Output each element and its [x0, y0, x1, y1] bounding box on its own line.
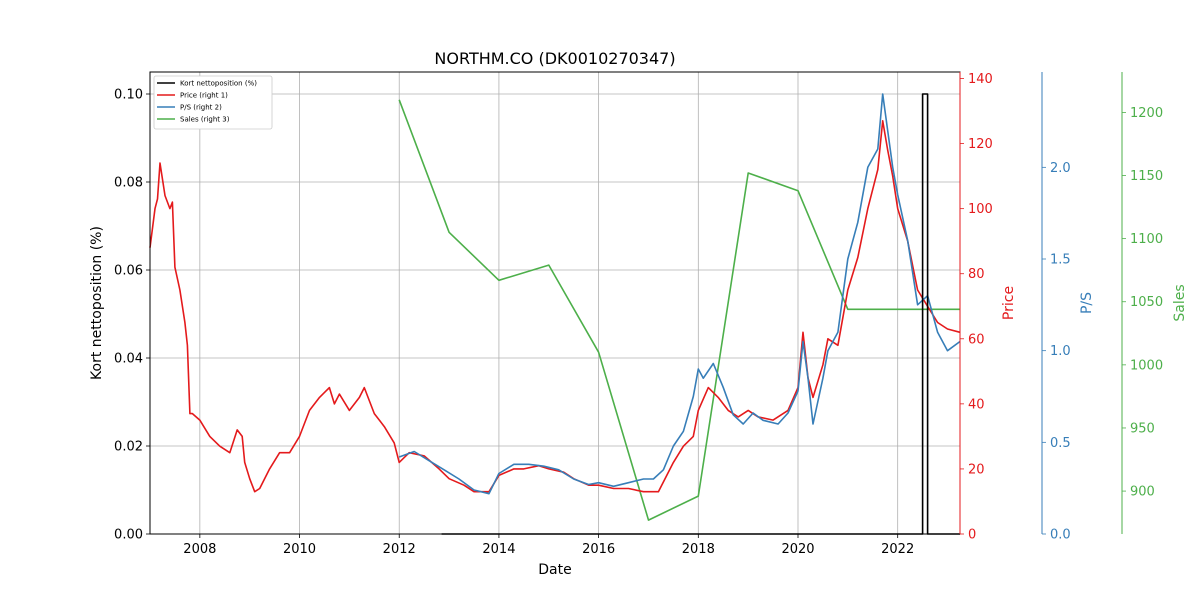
chart-title: NORTHM.CO (DK0010270347) [434, 49, 675, 68]
y-tick-label-right2: 0.5 [1050, 436, 1071, 451]
y-tick-label-right1: 40 [968, 397, 985, 412]
y-tick-label-left: 0.10 [114, 88, 143, 103]
y-tick-label-left: 0.02 [114, 440, 143, 455]
legend-label: P/S (right 2) [180, 104, 222, 112]
legend-box [153, 75, 273, 130]
y-axis-ps: 0.0 0.5 1.0 1.5 2.0 [1041, 72, 1071, 543]
y-axis-price: 0 20 40 60 80 100 120 140 [959, 72, 993, 543]
y-tick-label-right1: 120 [968, 137, 993, 152]
series-line-0 [441, 93, 960, 535]
y-axis-ps-label: P/S [1079, 292, 1095, 314]
y-axis-sales-label: Sales [1172, 284, 1188, 321]
y-tick-label-left: 0.00 [114, 528, 143, 543]
x-tick-label: 2022 [881, 542, 914, 557]
x-tick-label: 2008 [183, 542, 216, 557]
series-line-1 [149, 120, 961, 493]
y-tick-label-right3: 1150 [1130, 169, 1163, 184]
x-tick-label: 2014 [482, 542, 515, 557]
series-line-3 [398, 99, 960, 521]
y-tick-label-right3: 950 [1130, 421, 1155, 436]
legend-label: Kort nettoposition (%) [180, 80, 257, 88]
x-tick-label: 2018 [682, 542, 715, 557]
legend-label: Sales (right 3) [180, 116, 230, 124]
y-tick-label-right1: 60 [968, 332, 985, 347]
y-tick-label-left: 0.06 [114, 264, 143, 279]
x-tick-label: 2020 [781, 542, 814, 557]
y-tick-label-right3: 1000 [1130, 358, 1163, 373]
y-tick-label-right1: 20 [968, 462, 985, 477]
y-tick-label-left: 0.08 [114, 176, 143, 191]
plot-series [149, 93, 961, 535]
legend: Kort nettoposition (%) Price (right 1) P/S… [153, 75, 273, 130]
x-tick-label: 2016 [582, 542, 615, 557]
y-axis-left-label: Kort nettoposition (%) [89, 226, 105, 380]
y-tick-label-right1: 140 [968, 72, 993, 87]
x-tick-label: 2010 [283, 542, 316, 557]
y-tick-label-right2: 1.0 [1050, 344, 1071, 359]
grid [150, 72, 960, 535]
x-axis-label: Date [538, 562, 571, 578]
y-tick-label-left: 0.04 [114, 352, 143, 367]
y-tick-label-right2: 2.0 [1050, 161, 1071, 176]
x-tick-label: 2012 [383, 542, 416, 557]
y-tick-label-right3: 1200 [1130, 106, 1163, 121]
y-axis-left: 0.00 0.02 0.04 0.06 0.08 0.10 [114, 88, 150, 543]
y-tick-label-right3: 900 [1130, 485, 1155, 500]
y-axis-sales: 900 950 1000 1050 1100 1150 1200 [1121, 72, 1163, 534]
legend-label: Price (right 1) [180, 92, 228, 100]
y-tick-label-right3: 1100 [1130, 232, 1163, 247]
y-tick-label-right1: 100 [968, 202, 993, 217]
y-tick-label-right2: 0.0 [1050, 528, 1071, 543]
y-axis-price-label: Price [1001, 286, 1017, 320]
x-axis: 2008 2010 2012 2014 2016 2018 2020 2022 [183, 534, 914, 557]
series-line-2 [398, 93, 961, 495]
y-tick-label-right1: 0 [968, 528, 976, 543]
y-tick-label-right3: 1050 [1130, 295, 1163, 310]
y-tick-label-right1: 80 [968, 267, 985, 282]
y-tick-label-right2: 1.5 [1050, 253, 1071, 268]
